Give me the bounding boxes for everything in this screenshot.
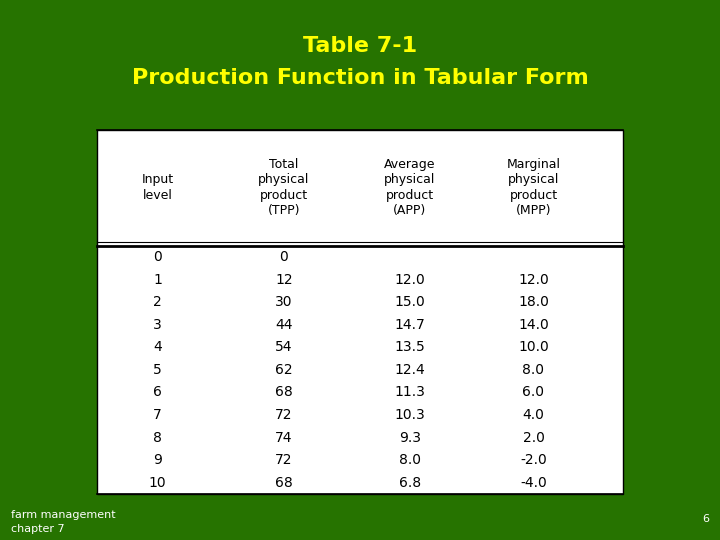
Text: 15.0: 15.0 xyxy=(395,295,426,309)
Text: 68: 68 xyxy=(275,476,292,490)
Text: 11.3: 11.3 xyxy=(395,386,426,400)
Text: 9: 9 xyxy=(153,453,162,467)
Text: 10: 10 xyxy=(149,476,166,490)
Text: Production Function in Tabular Form: Production Function in Tabular Form xyxy=(132,68,588,89)
Text: 6.8: 6.8 xyxy=(399,476,421,490)
Text: 12: 12 xyxy=(275,273,292,287)
Text: 4.0: 4.0 xyxy=(523,408,544,422)
Text: 30: 30 xyxy=(275,295,292,309)
Text: Table 7-1: Table 7-1 xyxy=(303,36,417,56)
Text: 7: 7 xyxy=(153,408,162,422)
Text: 5: 5 xyxy=(153,363,162,377)
Text: Input
level: Input level xyxy=(142,173,174,202)
Text: 3: 3 xyxy=(153,318,162,332)
Text: 8.0: 8.0 xyxy=(399,453,421,467)
Text: 72: 72 xyxy=(275,453,292,467)
Text: Marginal
physical
product
(MPP): Marginal physical product (MPP) xyxy=(506,158,560,218)
Text: Total
physical
product
(TPP): Total physical product (TPP) xyxy=(258,158,310,218)
Text: 10.0: 10.0 xyxy=(518,340,549,354)
Text: 12.0: 12.0 xyxy=(518,273,549,287)
Text: 18.0: 18.0 xyxy=(518,295,549,309)
Text: 8: 8 xyxy=(153,430,162,444)
Text: 12.0: 12.0 xyxy=(395,273,426,287)
Text: 6: 6 xyxy=(702,514,709,524)
Text: 62: 62 xyxy=(275,363,292,377)
Text: 54: 54 xyxy=(275,340,292,354)
Text: -4.0: -4.0 xyxy=(520,476,546,490)
Text: 1: 1 xyxy=(153,273,162,287)
Text: Average
physical
product
(APP): Average physical product (APP) xyxy=(384,158,436,218)
Text: 12.4: 12.4 xyxy=(395,363,426,377)
Text: 2.0: 2.0 xyxy=(523,430,544,444)
Text: 10.3: 10.3 xyxy=(395,408,426,422)
Text: 44: 44 xyxy=(275,318,292,332)
Text: 9.3: 9.3 xyxy=(399,430,421,444)
Text: farm management
chapter 7: farm management chapter 7 xyxy=(11,510,115,534)
Text: -2.0: -2.0 xyxy=(520,453,546,467)
Text: 2: 2 xyxy=(153,295,162,309)
Text: 6: 6 xyxy=(153,386,162,400)
Text: 74: 74 xyxy=(275,430,292,444)
Text: 0: 0 xyxy=(153,250,162,264)
Text: 72: 72 xyxy=(275,408,292,422)
Text: 8.0: 8.0 xyxy=(523,363,544,377)
Text: 14.7: 14.7 xyxy=(395,318,426,332)
Text: 6.0: 6.0 xyxy=(523,386,544,400)
Text: 14.0: 14.0 xyxy=(518,318,549,332)
Text: 68: 68 xyxy=(275,386,292,400)
Text: 13.5: 13.5 xyxy=(395,340,426,354)
FancyBboxPatch shape xyxy=(97,130,623,494)
Text: 0: 0 xyxy=(279,250,288,264)
Text: 4: 4 xyxy=(153,340,162,354)
